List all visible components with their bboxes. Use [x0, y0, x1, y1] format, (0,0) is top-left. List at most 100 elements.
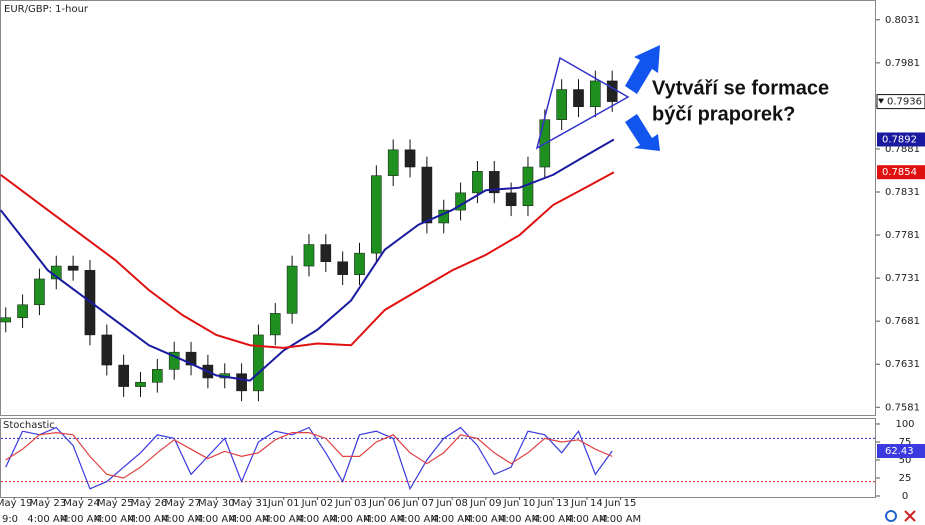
x-tick-label: Jun 09: [469, 498, 502, 509]
x-tick-label: May 31: [232, 498, 269, 509]
candle-body: [253, 334, 264, 392]
stoch-tick-label: 50: [899, 455, 912, 466]
time-label: 9:0: [2, 514, 18, 525]
x-tick-label: May 25: [97, 498, 134, 509]
time-label: 4:00 AM: [533, 514, 574, 525]
stoch-tag: [877, 444, 925, 459]
candle-body: [354, 252, 365, 275]
last-price-arrow: [878, 98, 884, 104]
chart-title: EUR/GBP: 1-hour: [4, 4, 89, 15]
candle-body: [590, 80, 601, 108]
candle-body: [404, 149, 416, 168]
y-tick-label: 0.7631: [885, 359, 920, 370]
y-tick-label: 0.7831: [885, 187, 920, 198]
annotation: býčí praporek?: [652, 103, 795, 125]
stochastic-label: Stochastic: [3, 420, 55, 431]
candle-body: [556, 89, 567, 120]
time-label: 4:00 AM: [95, 514, 136, 525]
y-tick-label: 0.7581: [885, 402, 920, 413]
time-label: 4:00 AM: [128, 514, 169, 525]
y-tick-label: 0.7781: [885, 230, 920, 241]
stochastic-panel: [0, 418, 876, 498]
y-tick-label: 0.7981: [885, 58, 920, 69]
last-price-label: 0.7936: [887, 97, 922, 108]
annotation: Vytváří se formace: [652, 77, 829, 99]
price-tag: [877, 165, 925, 180]
candle-body: [472, 171, 483, 194]
stoch-tick-label: 0: [902, 491, 908, 502]
moving-average: [0, 171, 615, 349]
time-label: 4:00 AM: [162, 514, 203, 525]
candle-body: [152, 369, 163, 383]
x-tick-label: Jun 01: [267, 498, 300, 509]
y-tick-label: 0.7881: [885, 144, 920, 155]
x-tick-label: May 19: [0, 498, 32, 509]
time-label: 4:00 AM: [432, 514, 473, 525]
x-tick-label: Jun 15: [604, 498, 637, 509]
time-label: 4:00 AM: [465, 514, 506, 525]
x-tick-label: May 24: [63, 498, 100, 509]
candle-body: [34, 278, 45, 306]
x-tick-label: May 26: [131, 498, 168, 509]
time-label: 4:00 AM: [398, 514, 439, 525]
stochastic-line: [5, 432, 613, 479]
y-tick-label: 0.8031: [885, 15, 920, 26]
time-label: 4:00 AM: [61, 514, 102, 525]
candle-body: [236, 373, 247, 392]
candle-body: [67, 265, 79, 271]
arrows: [625, 45, 660, 151]
x-tick-label: Jun 13: [536, 498, 569, 509]
stoch-tick-label: 25: [899, 473, 912, 484]
candle-body: [488, 171, 500, 194]
x-tick-label: Jun 06: [368, 498, 401, 509]
arrow-down: [625, 114, 660, 151]
candle-body: [371, 175, 382, 254]
x-tick-label: May 27: [164, 498, 201, 509]
plot-layer: 0.7581 0.7631 0.7681 0.7731 0.7781 0.7831 0.78…: [0, 15, 925, 525]
time-label: 4:00 AM: [499, 514, 540, 525]
triangle-drawing: [535, 56, 630, 150]
stochastic-line: [5, 426, 613, 491]
y-tick-label: 0.7731: [885, 273, 920, 284]
x-tick-label: May 23: [30, 498, 67, 509]
candle-body: [118, 364, 129, 387]
close-icon[interactable]: [904, 510, 916, 522]
y-tick-label: 0.7681: [885, 316, 920, 327]
price-panel: [0, 0, 876, 416]
time-label: 4:00 AM: [331, 514, 372, 525]
moving-average: [0, 138, 615, 382]
candle-body: [0, 317, 12, 323]
toolbar-icons[interactable]: [885, 510, 916, 522]
time-label: 4:00 AM: [600, 514, 641, 525]
candle-body: [135, 382, 146, 387]
time-label: 4:00 AM: [364, 514, 405, 525]
candle-body: [286, 265, 298, 314]
candle-body: [387, 149, 399, 176]
title-bg: [1, 1, 89, 15]
candle-body: [185, 351, 197, 366]
stoch-tick-label: 100: [895, 419, 914, 430]
last-price-tag: [876, 94, 925, 110]
candle-body: [17, 304, 28, 318]
candle-body: [606, 80, 618, 102]
x-tick-label: Jun 08: [435, 498, 468, 509]
stoch-tick-label: 75: [899, 437, 912, 448]
time-label: 4:00 AM: [297, 514, 338, 525]
time-label: 4:00 AM: [196, 514, 237, 525]
time-label: 4:00 AM: [263, 514, 304, 525]
time-label: 4:00 AM: [27, 514, 68, 525]
x-tick-label: May 30: [198, 498, 235, 509]
x-tick-label: Jun 03: [334, 498, 367, 509]
arrow-up: [625, 45, 660, 94]
candle-body: [421, 166, 433, 224]
x-tick-label: Jun 07: [402, 498, 435, 509]
candle-body: [573, 89, 584, 108]
price-tag-label: 0.7892: [882, 134, 917, 145]
candle-body: [168, 351, 180, 370]
link-icon[interactable]: [885, 510, 897, 522]
stoch-label-bg: [1, 419, 43, 431]
candle-body: [303, 244, 315, 267]
candle-body: [505, 192, 517, 207]
stoch-tag-label: 62.43: [885, 446, 914, 457]
